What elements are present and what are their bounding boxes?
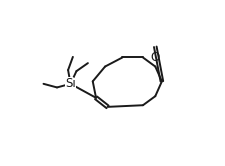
Text: O: O [151, 51, 160, 64]
Text: Si: Si [65, 77, 76, 90]
